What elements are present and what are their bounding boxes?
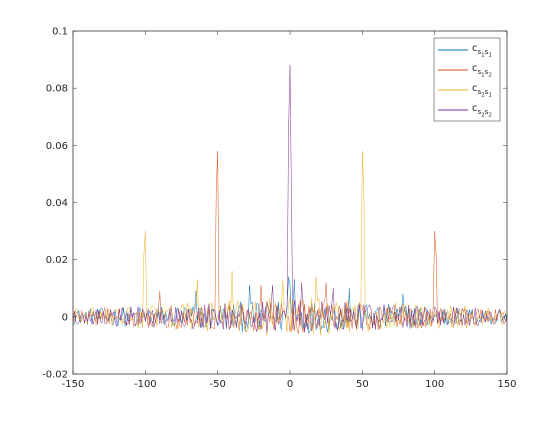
series-line-3 — [72, 150, 508, 336]
y-tick-label: 0.04 — [46, 198, 68, 209]
legend-box — [433, 37, 501, 122]
x-tick-label: -150 — [62, 379, 85, 390]
series-layer — [72, 65, 508, 336]
x-tick-label: 100 — [425, 379, 444, 390]
y-tick-label: 0.02 — [46, 255, 68, 266]
series-line-4 — [72, 65, 508, 333]
x-tick-label: -100 — [134, 379, 157, 390]
legend-label-1: cs1s1 — [472, 43, 492, 59]
y-tick-label: 0.1 — [52, 27, 68, 38]
x-tick-label: 0 — [287, 379, 293, 390]
x-tick-label: 150 — [497, 379, 516, 390]
legend: cs1s1 cs1s2 cs2s1 cs2s2 — [433, 37, 501, 122]
y-tick-label: 0 — [62, 312, 68, 323]
legend-label-3: cs2s1 — [472, 83, 492, 99]
y-axis: -0.02 0 0.02 0.04 0.06 0.08 0.1 — [42, 27, 507, 381]
y-tick-label: -0.02 — [42, 370, 68, 381]
x-axis: -150 -100 -50 0 50 100 150 — [62, 31, 517, 390]
legend-label-2: cs1s2 — [472, 63, 492, 79]
y-tick-label: 0.06 — [46, 141, 68, 152]
legend-label-4: cs2s2 — [472, 103, 492, 119]
x-tick-label: 50 — [356, 379, 369, 390]
x-tick-label: -50 — [209, 379, 225, 390]
y-tick-label: 0.08 — [46, 84, 68, 95]
